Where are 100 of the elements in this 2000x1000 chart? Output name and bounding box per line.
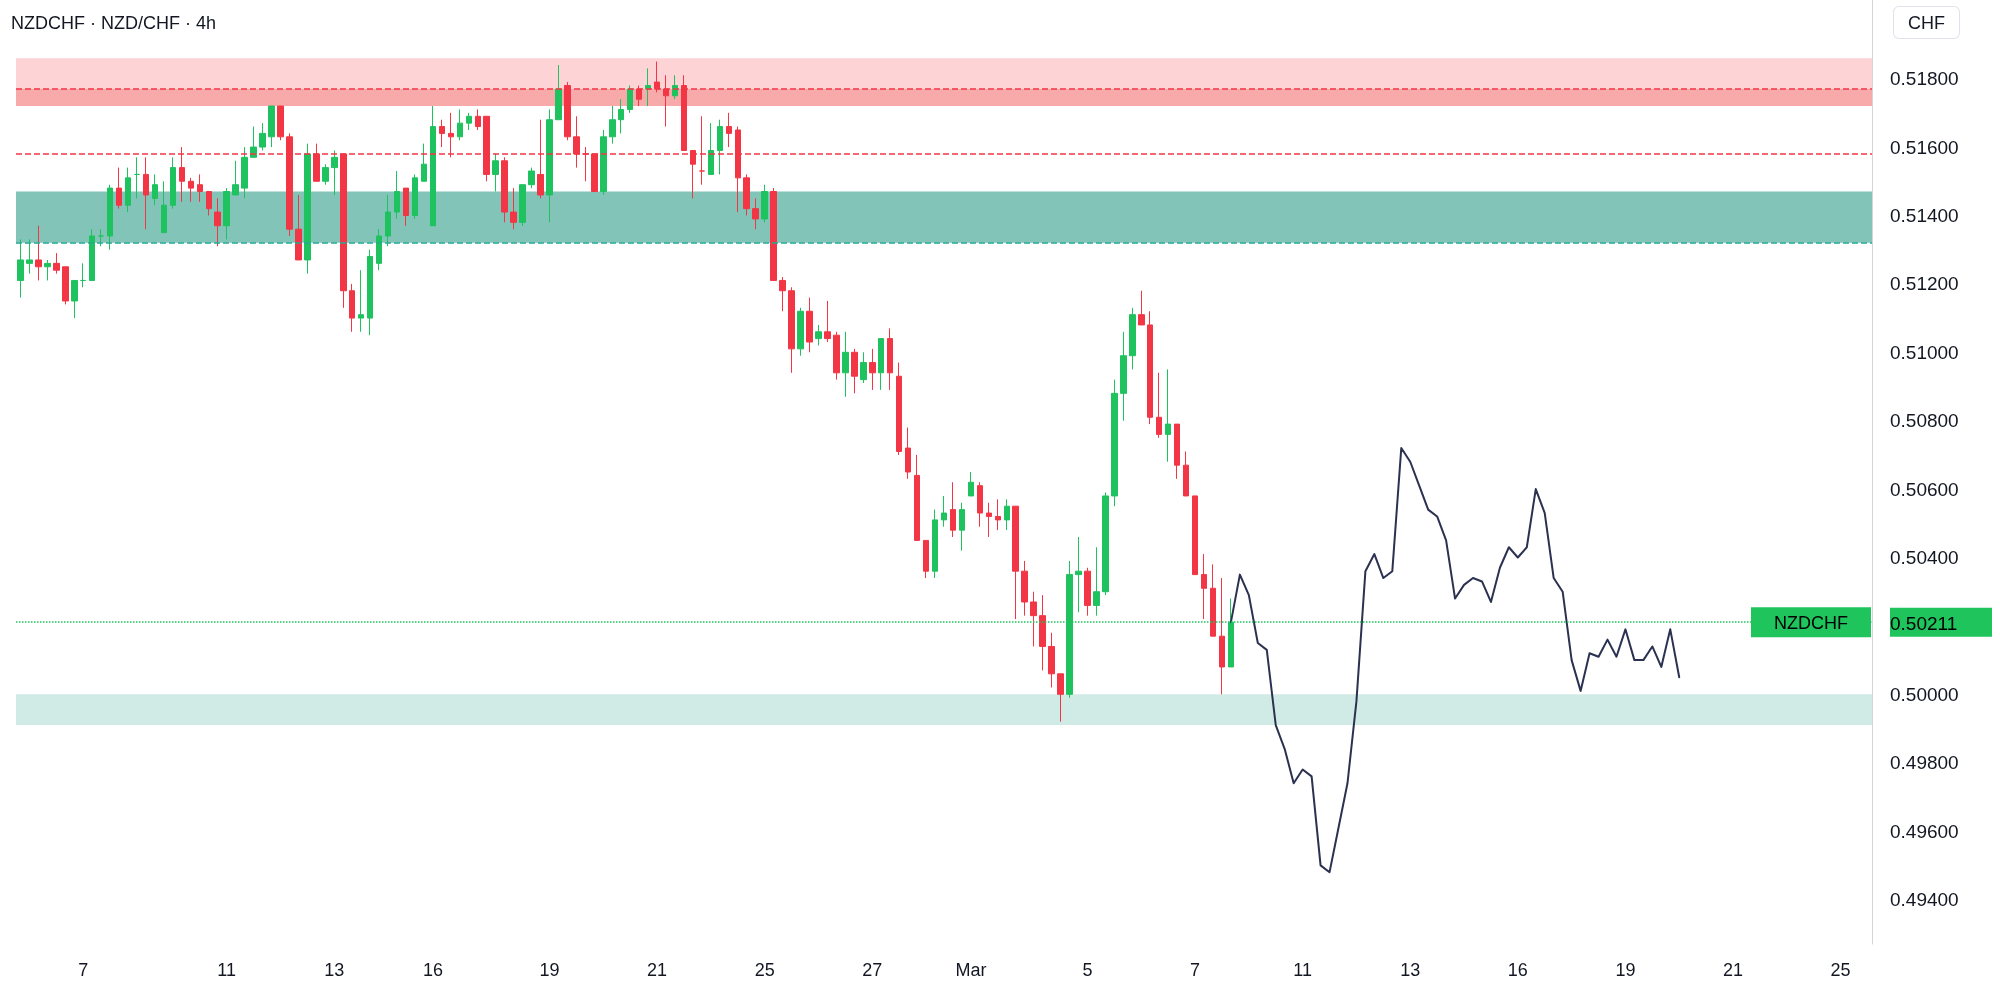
- candlestick: [1147, 310, 1153, 425]
- candlestick: [600, 129, 607, 196]
- candlestick: [1057, 673, 1064, 723]
- candlestick: [959, 502, 965, 552]
- candlestick: [304, 143, 311, 275]
- y-tick-label: 0.51200: [1890, 273, 1959, 295]
- candlestick: [80, 262, 86, 288]
- candlestick: [259, 122, 266, 151]
- candlestick: [717, 119, 723, 175]
- candlestick: [349, 283, 355, 333]
- candlestick: [923, 539, 929, 579]
- candlestick: [241, 146, 248, 199]
- candlestick: [1183, 450, 1189, 497]
- candlestick: [116, 167, 122, 210]
- candlestick: [788, 286, 795, 374]
- candlestick: [430, 105, 436, 227]
- candlestick: [1084, 567, 1091, 617]
- candlestick: [645, 67, 651, 107]
- candlestick: [143, 156, 149, 230]
- candlestick: [797, 307, 804, 357]
- candlestick: [223, 187, 230, 240]
- candlestick: [708, 122, 714, 175]
- candlestick: [1111, 379, 1118, 507]
- candlestick: [1192, 495, 1198, 576]
- x-tick-label: 19: [1615, 960, 1636, 980]
- candlestick: [806, 297, 813, 353]
- candlestick: [887, 327, 893, 391]
- x-tick-label: 7: [1190, 960, 1201, 980]
- candlestick: [152, 173, 158, 206]
- candlestick: [869, 348, 876, 391]
- y-axis-title: CHF: [1908, 13, 1946, 33]
- candlestick: [403, 187, 409, 227]
- candlestick: [475, 108, 481, 131]
- candlestick: [98, 228, 104, 247]
- x-tick-label: 13: [324, 960, 345, 980]
- candlestick: [1129, 307, 1136, 370]
- candlestick: [627, 85, 633, 114]
- candlestick: [501, 156, 508, 223]
- candlestick: [1120, 331, 1127, 422]
- candlestick: [394, 170, 400, 220]
- candlestick: [1219, 577, 1225, 695]
- candlestick: [519, 184, 526, 227]
- y-tick-label: 0.50600: [1890, 478, 1959, 500]
- y-tick-label: 0.51600: [1890, 136, 1959, 158]
- candlestick: [385, 194, 391, 247]
- candlestick: [295, 194, 302, 261]
- candlestick: [878, 338, 884, 391]
- candlestick: [1201, 553, 1207, 620]
- candlestick: [107, 184, 113, 251]
- candlestick: [1156, 372, 1162, 439]
- candlestick: [896, 362, 902, 456]
- candlestick: [510, 187, 517, 230]
- candlestick: [412, 173, 418, 220]
- y-tick-label: 0.49400: [1890, 889, 1959, 911]
- candlestick: [197, 173, 203, 203]
- candlestick: [986, 502, 992, 538]
- candlestick: [770, 187, 777, 281]
- x-tick-label: 16: [1507, 960, 1528, 980]
- x-tick-label: 27: [862, 960, 883, 980]
- candlestick: [860, 351, 867, 384]
- candlestick: [842, 331, 849, 398]
- candlestick: [358, 269, 364, 333]
- text: NZDCHF · NZD/CHF · 4h: [11, 13, 216, 33]
- candlestick: [206, 191, 212, 216]
- y-tick-label: 0.50800: [1890, 410, 1959, 432]
- candlestick: [170, 156, 176, 210]
- candlestick: [555, 64, 562, 121]
- candlestick: [761, 184, 768, 223]
- candlestick: [1039, 594, 1046, 671]
- y-tick-label: 0.51000: [1890, 341, 1959, 363]
- x-tick-label: 7: [78, 960, 89, 980]
- y-tick-label: 0.51800: [1890, 68, 1959, 90]
- candlestick: [618, 98, 624, 134]
- candlestick: [17, 238, 24, 299]
- candlestick: [1048, 632, 1055, 688]
- candlestick: [268, 105, 275, 148]
- candlestick: [1102, 492, 1109, 596]
- x-tick-label: 21: [1723, 960, 1744, 980]
- candlestick: [492, 153, 499, 193]
- candlestick: [1093, 546, 1100, 617]
- candlestick: [1012, 505, 1019, 620]
- ref-line-label: NZDCHF: [1774, 613, 1848, 634]
- candlestick: [941, 495, 947, 528]
- candlestick: [1138, 290, 1145, 326]
- candlestick: [905, 427, 911, 480]
- candlestick: [71, 279, 78, 319]
- candlestick: [53, 252, 60, 275]
- candlestick: [1075, 536, 1082, 613]
- candlestick: [367, 249, 373, 336]
- candlestick: [528, 167, 535, 189]
- candlestick: [1004, 498, 1010, 531]
- candlestick: [546, 108, 553, 223]
- candlestick: [1174, 423, 1180, 480]
- x-tick-label: 25: [754, 960, 775, 980]
- candlestick: [188, 177, 194, 203]
- candlestick: [1165, 368, 1171, 463]
- candlestick: [977, 481, 983, 528]
- y-tick-label: 0.49600: [1890, 820, 1959, 842]
- candlestick: [1021, 560, 1028, 617]
- candlestick: [376, 228, 382, 271]
